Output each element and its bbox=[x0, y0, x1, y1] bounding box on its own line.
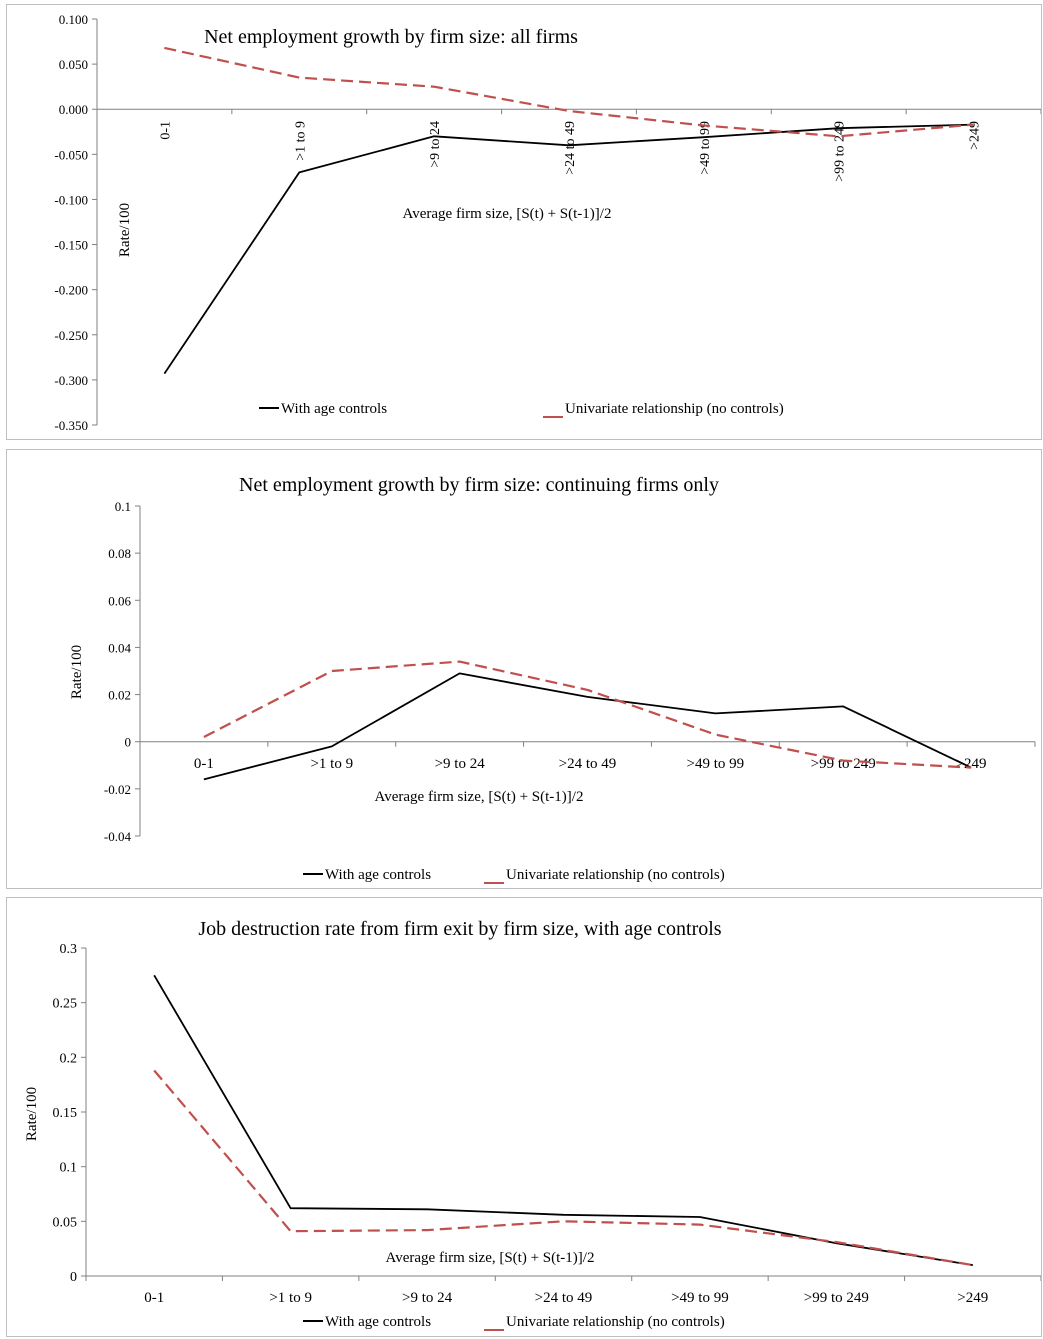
y-tick-label: -0.350 bbox=[54, 418, 88, 433]
x-category-label: >49 to 99 bbox=[698, 121, 713, 175]
y-tick-label: 0 bbox=[125, 735, 132, 750]
x-category-label: >9 to 24 bbox=[435, 756, 486, 772]
y-tick-label: 0.1 bbox=[115, 499, 131, 514]
y-tick-label: 0.02 bbox=[108, 688, 131, 703]
legend-label-with-age-controls: With age controls bbox=[281, 401, 387, 417]
chart-title: Net employment growth by firm size: all … bbox=[204, 26, 578, 48]
x-category-label: >99 to 249 bbox=[804, 1290, 869, 1306]
y-tick-label: -0.050 bbox=[54, 147, 88, 162]
chart-panel-continuing-firms: Net employment growth by firm size: cont… bbox=[6, 449, 1042, 889]
legend-label-univariate: Univariate relationship (no controls) bbox=[506, 867, 725, 883]
y-tick-label: 0.15 bbox=[53, 1106, 78, 1121]
y-tick-label: 0.06 bbox=[108, 593, 131, 608]
y-tick-label: 0.1 bbox=[60, 1161, 78, 1176]
x-category-label: >1 to 9 bbox=[293, 121, 308, 161]
x-category-label: >24 to 49 bbox=[563, 121, 578, 175]
y-tick-label: -0.300 bbox=[54, 373, 88, 388]
x-category-label: >1 to 9 bbox=[310, 756, 353, 772]
y-tick-label: 0.000 bbox=[59, 102, 88, 117]
y-tick-label: -0.150 bbox=[54, 238, 88, 253]
x-axis-title: Average firm size, [S(t) + S(t-1)]/2 bbox=[386, 1250, 595, 1266]
y-axis-title: Rate/100 bbox=[24, 1087, 40, 1141]
chart-title: Net employment growth by firm size: cont… bbox=[239, 474, 719, 496]
y-tick-label: 0.2 bbox=[60, 1051, 78, 1066]
y-tick-label: -0.02 bbox=[104, 782, 131, 797]
x-category-label: >249 bbox=[968, 121, 983, 150]
y-axis-title: Rate/100 bbox=[69, 645, 85, 699]
series-line-with-age-controls bbox=[153, 974, 973, 1266]
x-category-label: >49 to 99 bbox=[671, 1290, 729, 1306]
chart-title: Job destruction rate from firm exit by f… bbox=[198, 918, 721, 940]
chart-panel-job-destruction: Job destruction rate from firm exit by f… bbox=[6, 897, 1042, 1337]
x-category-label: >1 to 9 bbox=[269, 1290, 312, 1306]
x-axis-title: Average firm size, [S(t) + S(t-1)]/2 bbox=[403, 206, 612, 222]
y-tick-label: 0.3 bbox=[60, 942, 78, 957]
legend-label-univariate: Univariate relationship (no controls) bbox=[565, 401, 784, 417]
legend-label-with-age-controls: With age controls bbox=[325, 1314, 431, 1330]
y-tick-label: 0.25 bbox=[53, 997, 78, 1012]
y-tick-label: -0.200 bbox=[54, 283, 88, 298]
y-tick-label: -0.04 bbox=[104, 829, 132, 844]
y-tick-label: 0.050 bbox=[59, 57, 88, 72]
chart-job-destruction: Job destruction rate from firm exit by f… bbox=[24, 918, 1041, 1331]
series-line-univariate bbox=[153, 1069, 973, 1267]
y-tick-label: -0.100 bbox=[54, 192, 88, 207]
x-category-label: >9 to 24 bbox=[402, 1290, 453, 1306]
x-category-label: >24 to 49 bbox=[535, 1290, 593, 1306]
y-tick-label: 0.04 bbox=[108, 640, 131, 655]
x-axis-title: Average firm size, [S(t) + S(t-1)]/2 bbox=[375, 789, 584, 805]
x-category-label: 0-1 bbox=[144, 1290, 164, 1306]
y-tick-label: 0 bbox=[70, 1270, 77, 1285]
x-category-label: 0-1 bbox=[158, 121, 173, 140]
x-category-label: >249 bbox=[956, 756, 987, 772]
y-tick-label: 0.100 bbox=[59, 12, 88, 27]
legend-label-univariate: Univariate relationship (no controls) bbox=[506, 1314, 725, 1330]
chart-all-firms: Net employment growth by firm size: all … bbox=[54, 12, 1041, 433]
x-category-label: >49 to 99 bbox=[687, 756, 745, 772]
legend-label-with-age-controls: With age controls bbox=[325, 867, 431, 883]
y-tick-label: 0.08 bbox=[108, 546, 131, 561]
chart-continuing-firms: Net employment growth by firm size: cont… bbox=[69, 474, 1036, 884]
x-category-label: >9 to 24 bbox=[428, 121, 443, 168]
x-category-label: >249 bbox=[957, 1290, 988, 1306]
x-category-label: >24 to 49 bbox=[559, 756, 617, 772]
series-line-univariate bbox=[203, 660, 972, 769]
x-category-label: 0-1 bbox=[194, 756, 214, 772]
x-category-label: >99 to 249 bbox=[833, 121, 848, 182]
x-category-label: >99 to 249 bbox=[811, 756, 876, 772]
chart-panel-all-firms: Net employment growth by firm size: all … bbox=[6, 4, 1042, 440]
y-tick-label: -0.250 bbox=[54, 328, 88, 343]
y-axis-title: Rate/100 bbox=[117, 203, 133, 257]
y-tick-label: 0.05 bbox=[53, 1215, 78, 1230]
